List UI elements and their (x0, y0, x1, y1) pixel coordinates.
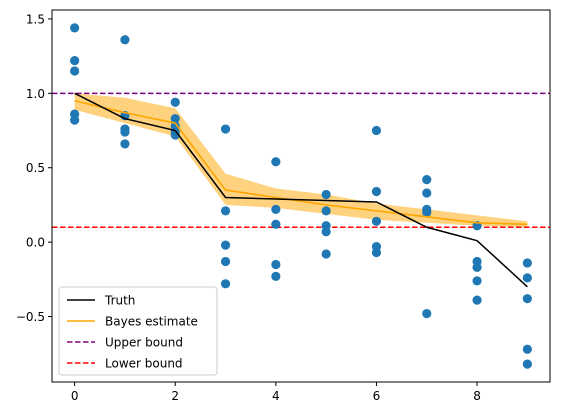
scatter-point (220, 256, 231, 267)
scatter-point (472, 276, 482, 286)
scatter-point (371, 186, 382, 197)
scatter-point (271, 204, 281, 214)
truth-line (74, 92, 528, 288)
y-tick-label: 1.5 (26, 12, 45, 26)
scatter-point (472, 262, 482, 273)
scatter-point (371, 125, 382, 136)
scatter-point (70, 66, 80, 76)
scatter-point (522, 359, 532, 369)
scatter-point (422, 188, 432, 198)
scatter-point (472, 295, 482, 305)
scatter-point (271, 157, 281, 167)
x-tick-label: 2 (171, 389, 179, 403)
x-tick-label: 4 (272, 389, 280, 403)
scatter-point (271, 271, 281, 281)
scatter-point (220, 240, 231, 250)
legend-label: Lower bound (105, 357, 183, 371)
scatter-point (271, 259, 281, 270)
scatter-point (120, 139, 130, 149)
legend-label: Bayes estimate (105, 315, 198, 329)
scatter-point (120, 35, 130, 45)
scatter-point (70, 23, 80, 33)
x-tick-label: 6 (373, 389, 381, 403)
scatter-point (371, 216, 382, 226)
scatter-point (170, 97, 180, 107)
legend-box (58, 286, 218, 376)
bayes-band (74, 93, 528, 228)
x-tick-label: 0 (71, 389, 79, 403)
scatter-point (321, 189, 331, 200)
y-tick-label: 1.0 (26, 87, 45, 101)
scatter-point (522, 344, 532, 354)
scatter-point (271, 219, 281, 229)
scatter-point (522, 258, 532, 268)
scatter-point (422, 308, 432, 319)
scatter-point (70, 55, 80, 66)
scatter-point (371, 247, 382, 258)
scatter-point (422, 175, 432, 185)
scatter-point (220, 206, 231, 216)
scatter-point (321, 206, 331, 216)
bayes-estimate-line (74, 99, 528, 226)
x-tick-label: 8 (473, 389, 481, 403)
scatter-point (522, 294, 532, 304)
scatter-point (220, 124, 231, 134)
scatter-point (522, 273, 532, 283)
scatter-point (70, 115, 80, 125)
scatter-point (120, 127, 130, 137)
y-tick-label: 0.0 (26, 236, 45, 250)
legend-label: Truth (104, 294, 135, 308)
scatter-point (170, 114, 180, 124)
legend-label: Upper bound (105, 336, 183, 350)
plot-frame (51, 9, 551, 383)
y-tick-label: −0.5 (16, 310, 45, 324)
scatter-point (422, 207, 432, 217)
y-tick-label: 0.5 (26, 161, 45, 175)
scatter-point (220, 279, 231, 289)
scatter-point (321, 227, 331, 237)
scatter-point (321, 249, 331, 259)
